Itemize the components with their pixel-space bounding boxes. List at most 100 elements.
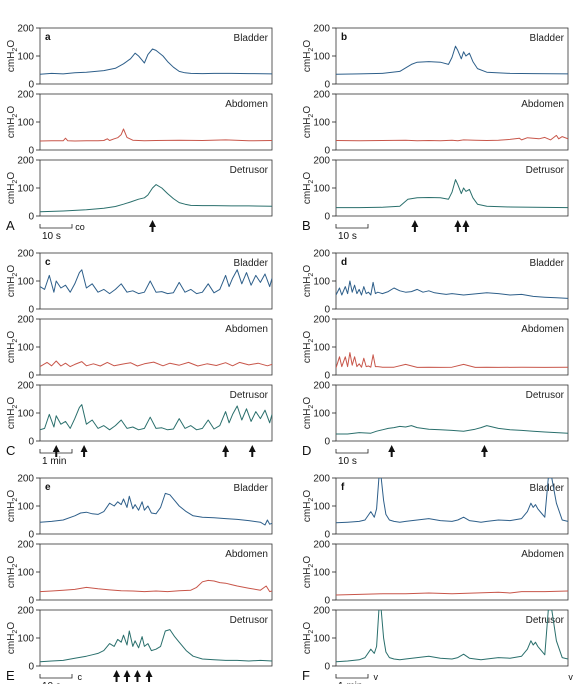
annotation-marker: v	[374, 672, 379, 682]
y-axis-label-end: O	[6, 331, 17, 339]
y-tick-label: 200	[313, 540, 330, 551]
up-arrow-icon	[52, 445, 60, 457]
y-axis-label: cmH2O	[302, 106, 315, 138]
y-tick-label: 100	[17, 568, 34, 579]
y-tick-label: 100	[313, 634, 330, 645]
y-tick-label: 0	[324, 530, 330, 541]
up-arrow-icon	[145, 670, 153, 682]
scale-bar-label: 1 min	[42, 456, 66, 467]
y-tick-label: 100	[17, 118, 34, 129]
trace-detrusor	[336, 425, 568, 435]
trace-detrusor	[40, 184, 272, 213]
channel-label-bladder: Bladder	[234, 258, 269, 269]
y-tick-label: 200	[17, 381, 34, 392]
y-axis-label-main: cmH	[302, 502, 313, 523]
y-axis-label-main: cmH	[302, 634, 313, 655]
panel-tag: d	[341, 257, 347, 268]
y-axis-label-main: cmH	[6, 409, 17, 430]
y-tick-label: 200	[17, 24, 34, 35]
y-axis-label-end: O	[302, 40, 313, 48]
trace-detrusor	[336, 610, 568, 663]
up-arrow-icon	[454, 220, 462, 232]
scale-bar-label: 10 s	[338, 231, 357, 242]
y-axis-label: cmH2O	[302, 490, 315, 522]
y-tick-label: 0	[324, 437, 330, 448]
y-axis-label-subscript: 2	[12, 405, 19, 409]
up-arrow-icon	[480, 445, 488, 457]
y-tick-label: 0	[28, 80, 34, 91]
y-axis-label-main: cmH	[302, 184, 313, 205]
panel-tag: e	[45, 482, 51, 493]
channel-label-abdomen: Abdomen	[521, 549, 564, 560]
channel-label-detrusor: Detrusor	[230, 165, 269, 176]
y-tick-label: 0	[324, 146, 330, 157]
y-tick-label: 0	[324, 305, 330, 316]
y-axis-label-subscript: 2	[308, 273, 315, 277]
channel-label-detrusor: Detrusor	[230, 615, 269, 626]
panel-tag: b	[341, 32, 347, 43]
trace-bladder	[336, 478, 568, 524]
panel-letter: D	[302, 443, 311, 458]
trace-abdomen	[40, 128, 272, 142]
panel-tag: a	[45, 32, 51, 43]
y-axis-label: cmH2O	[6, 265, 19, 297]
y-axis-label-subscript: 2	[308, 339, 315, 343]
y-axis-label-subscript: 2	[308, 498, 315, 502]
y-tick-label: 0	[324, 662, 330, 673]
scale-bar	[39, 224, 73, 229]
trace-bladder	[40, 48, 272, 75]
channel-label-detrusor: Detrusor	[526, 615, 565, 626]
channel-label-bladder: Bladder	[530, 258, 565, 269]
trace-bladder	[336, 45, 568, 75]
panel-letter: C	[6, 443, 15, 458]
y-axis-label: cmH2O	[302, 331, 315, 363]
y-axis-label-main: cmH	[302, 277, 313, 298]
scale-bar	[39, 674, 73, 679]
y-tick-label: 0	[324, 80, 330, 91]
y-axis-label-main: cmH	[302, 118, 313, 139]
y-axis-label: cmH2O	[302, 265, 315, 297]
y-tick-label: 100	[313, 568, 330, 579]
y-tick-label: 100	[313, 118, 330, 129]
up-arrow-icon	[248, 445, 256, 457]
y-axis-label-main: cmH	[6, 277, 17, 298]
y-axis-label-end: O	[302, 265, 313, 273]
y-tick-label: 0	[28, 437, 34, 448]
y-axis-label-main: cmH	[6, 634, 17, 655]
y-tick-label: 0	[28, 596, 34, 607]
panel-tag: c	[45, 257, 51, 268]
y-tick-label: 200	[17, 606, 34, 617]
y-tick-label: 100	[17, 502, 34, 513]
y-axis-label-subscript: 2	[12, 564, 19, 568]
y-axis-label-subscript: 2	[308, 405, 315, 409]
channel-label-abdomen: Abdomen	[225, 324, 268, 335]
panel-letter: F	[302, 668, 310, 683]
up-arrow-icon	[123, 670, 131, 682]
y-axis-label-end: O	[6, 106, 17, 114]
channel-label-abdomen: Abdomen	[225, 549, 268, 560]
y-tick-label: 100	[313, 184, 330, 195]
y-axis-label: cmH2O	[6, 556, 19, 588]
y-axis-label: cmH2O	[302, 40, 315, 72]
y-axis-label-main: cmH	[6, 343, 17, 364]
y-tick-label: 0	[324, 212, 330, 223]
trace-abdomen	[40, 360, 272, 368]
y-axis-label-end: O	[6, 40, 17, 48]
y-tick-label: 200	[313, 90, 330, 101]
trace-abdomen	[336, 352, 568, 369]
y-tick-label: 100	[17, 52, 34, 63]
y-axis-label-subscript: 2	[308, 564, 315, 568]
annotation-marker: co	[75, 222, 85, 232]
trace-abdomen	[336, 134, 568, 142]
y-tick-label: 200	[17, 315, 34, 326]
y-axis-label-end: O	[302, 106, 313, 114]
up-arrow-icon	[388, 445, 396, 457]
y-axis-label-end: O	[6, 265, 17, 273]
panel-letter: A	[6, 218, 15, 233]
y-tick-label: 100	[313, 502, 330, 513]
up-arrow-icon	[113, 670, 121, 682]
up-arrow-icon	[411, 220, 419, 232]
trace-bladder	[40, 269, 272, 295]
